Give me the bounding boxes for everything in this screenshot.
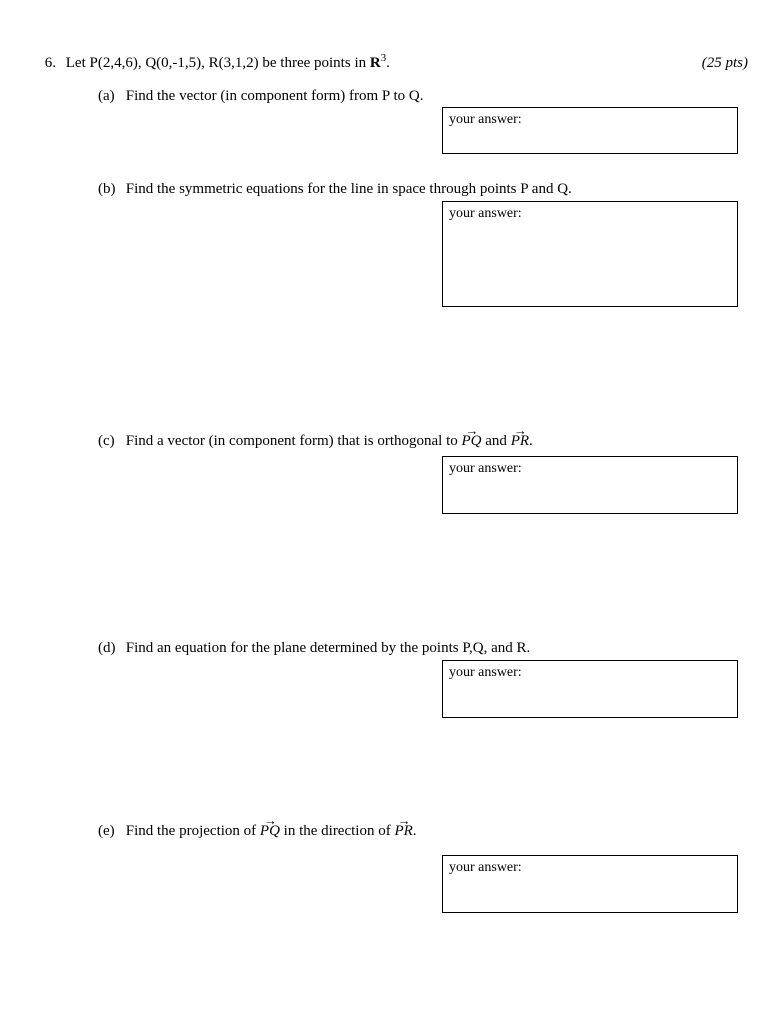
part-d-text: Find an equation for the plane determine… xyxy=(126,640,531,656)
problem-period: . xyxy=(386,55,390,71)
part-e-post: . xyxy=(413,823,417,839)
answer-box-b[interactable]: your answer: xyxy=(442,201,738,307)
vector-pq-1: PQ xyxy=(462,433,482,450)
part-e: (e) Find the projection of PQ in the dir… xyxy=(98,823,417,840)
answer-box-d[interactable]: your answer: xyxy=(442,660,738,718)
part-b-text: Find the symmetric equations for the lin… xyxy=(126,181,572,197)
answer-label-b: your answer: xyxy=(449,206,522,221)
problem-text: 6. Let P(2,4,6), Q(0,-1,5), R(3,1,2) be … xyxy=(36,52,390,72)
part-d: (d) Find an equation for the plane deter… xyxy=(98,640,530,657)
vector-pr-2: PR xyxy=(394,823,412,840)
problem-header: 6. Let P(2,4,6), Q(0,-1,5), R(3,1,2) be … xyxy=(36,52,748,72)
answer-box-e[interactable]: your answer: xyxy=(442,855,738,913)
bold-R: R xyxy=(370,55,381,71)
part-c: (c) Find a vector (in component form) th… xyxy=(98,433,533,450)
answer-label-c: your answer: xyxy=(449,461,522,476)
part-a-text: Find the vector (in component form) from… xyxy=(126,88,424,104)
vector-pr-1: PR xyxy=(511,433,529,450)
answer-box-a[interactable]: your answer: xyxy=(442,107,738,154)
part-e-label: (e) xyxy=(98,823,122,840)
part-c-post: . xyxy=(529,433,533,449)
part-d-label: (d) xyxy=(98,640,122,657)
problem-stem-prefix: Let P(2,4,6), Q(0,-1,5), R(3,1,2) be thr… xyxy=(66,55,370,71)
part-a: (a) Find the vector (in component form) … xyxy=(98,88,423,105)
part-c-mid: and xyxy=(482,433,511,449)
part-b: (b) Find the symmetric equations for the… xyxy=(98,181,572,198)
problem-number: 6. xyxy=(36,55,56,72)
part-e-mid: in the direction of xyxy=(280,823,395,839)
part-c-pre: Find a vector (in component form) that i… xyxy=(126,433,462,449)
part-c-label: (c) xyxy=(98,433,122,450)
answer-label-a: your answer: xyxy=(449,112,522,127)
answer-label-e: your answer: xyxy=(449,860,522,875)
answer-label-d: your answer: xyxy=(449,665,522,680)
part-a-label: (a) xyxy=(98,88,122,105)
part-e-pre: Find the projection of xyxy=(126,823,260,839)
part-b-label: (b) xyxy=(98,181,122,198)
points-label: (25 pts) xyxy=(702,55,748,72)
answer-box-c[interactable]: your answer: xyxy=(442,456,738,514)
vector-pq-2: PQ xyxy=(260,823,280,840)
